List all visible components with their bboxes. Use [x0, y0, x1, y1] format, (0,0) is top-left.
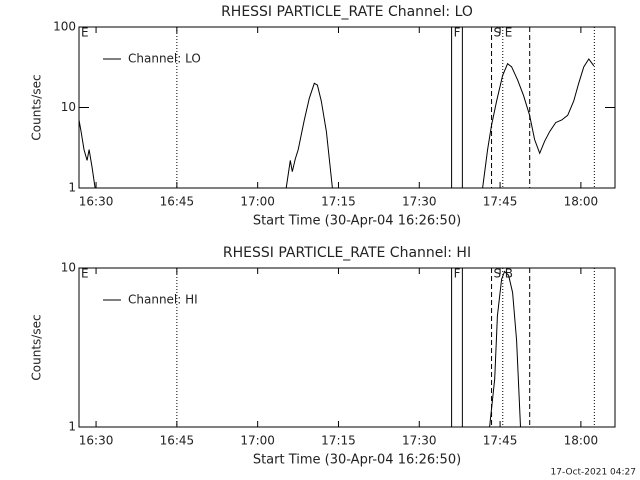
x-tick-label: 17:00 [240, 434, 275, 448]
x-tick-label: 16:30 [79, 434, 114, 448]
legend-label: Channel: HI [128, 293, 198, 307]
event-label: B [505, 267, 513, 281]
x-tick-label: 16:30 [79, 195, 114, 209]
event-label: S [494, 267, 502, 281]
y-tick-label: 10 [61, 100, 76, 114]
x-tick-label: 17:30 [402, 195, 437, 209]
event-label: F [454, 267, 461, 281]
legend-label: Channel: LO [128, 52, 201, 66]
x-tick-label: 18:00 [564, 195, 599, 209]
plot-frame [78, 267, 616, 428]
y-axis-label: Counts/sec [30, 74, 44, 140]
x-tick-label: 18:00 [564, 434, 599, 448]
y-axis-label: Counts/sec [30, 314, 44, 380]
x-tick-label: 16:45 [160, 195, 195, 209]
y-tick-label: 1 [68, 420, 76, 434]
x-tick-label: 17:15 [321, 434, 356, 448]
x-tick-label: 17:45 [483, 434, 518, 448]
y-tick-label: 10 [61, 261, 76, 275]
x-axis-label: Start Time (30-Apr-04 16:26:50) [253, 214, 461, 229]
x-tick-label: 17:00 [240, 195, 275, 209]
data-line [78, 58, 595, 189]
data-line [489, 270, 521, 428]
x-tick-label: 17:45 [483, 195, 518, 209]
event-label: E [505, 26, 513, 40]
x-tick-label: 16:45 [160, 434, 195, 448]
chart-title: RHESSI PARTICLE_RATE Channel: HI [223, 245, 471, 261]
event-label: E [81, 26, 89, 40]
x-axis-label: Start Time (30-Apr-04 16:26:50) [253, 453, 461, 468]
event-label: F [454, 26, 461, 40]
footer: 17-Oct-2021 04:27 [551, 468, 636, 478]
chart-title: RHESSI PARTICLE_RATE Channel: LO [221, 4, 473, 20]
x-tick-label: 17:15 [321, 195, 356, 209]
event-label: E [81, 267, 89, 281]
y-tick-label: 100 [53, 20, 76, 34]
event-label: S [494, 26, 502, 40]
x-tick-label: 17:30 [402, 434, 437, 448]
y-tick-label: 1 [68, 181, 76, 195]
